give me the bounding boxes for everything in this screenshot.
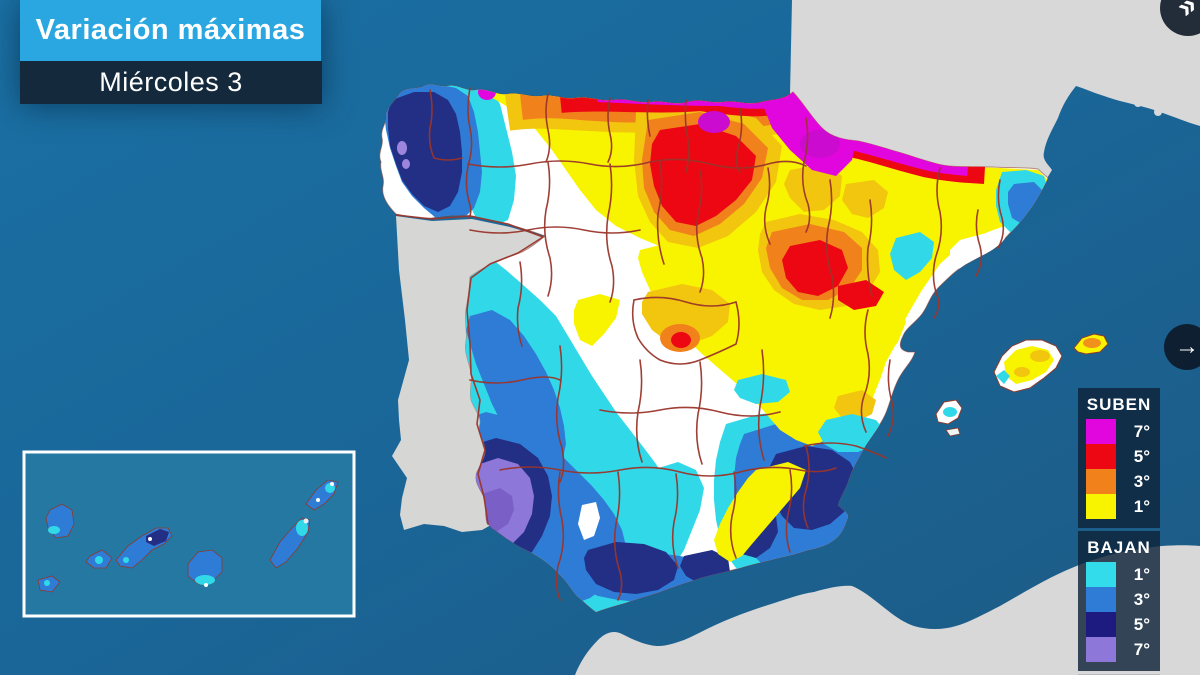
legend-label-suben-3: 3° <box>1133 471 1150 491</box>
legend: SUBEN 7° 5° 3° 1° BAJAN 1° <box>1078 388 1160 675</box>
legend-swatch-suben-3 <box>1086 469 1116 494</box>
legend-swatch-bajan-3 <box>1086 587 1116 612</box>
legend-suben-title: SUBEN <box>1086 395 1152 414</box>
balearic-islands <box>935 333 1109 437</box>
legend-swatch-suben-5 <box>1086 444 1116 469</box>
legend-swatch-suben-7 <box>1086 419 1116 444</box>
map-date-bar: Miércoles 3 <box>20 61 322 104</box>
map-title: Variación máximas <box>35 14 306 46</box>
legend-row: 1° <box>1086 562 1152 587</box>
portugal-landmass <box>392 216 545 532</box>
canary-islands-inset <box>22 450 356 618</box>
map-title-bar: Variación máximas <box>20 0 321 61</box>
double-chevron-right-icon: » <box>1169 0 1200 25</box>
legend-row: 5° <box>1086 612 1152 637</box>
legend-label-bajan-5: 5° <box>1133 614 1150 634</box>
legend-swatch-bajan-7 <box>1086 637 1116 662</box>
legend-label-suben-7: 7° <box>1133 421 1150 441</box>
legend-label-bajan-1: 1° <box>1133 564 1150 584</box>
header: Variación máximas Miércoles 3 <box>20 0 322 104</box>
legend-bajan-panel: BAJAN 1° 3° 5° 7° <box>1078 531 1160 671</box>
legend-swatch-bajan-1 <box>1086 562 1116 587</box>
legend-swatch-suben-1 <box>1086 494 1116 519</box>
legend-label-suben-5: 5° <box>1133 446 1150 466</box>
legend-row: 5° <box>1086 444 1152 469</box>
legend-row: 1° <box>1086 494 1152 519</box>
legend-row: 3° <box>1086 587 1152 612</box>
africa-landmass <box>575 545 1200 675</box>
legend-row: 7° <box>1086 419 1152 444</box>
france-landmass <box>790 0 1200 180</box>
legend-label-bajan-3: 3° <box>1133 589 1150 609</box>
legend-row: 7° <box>1086 637 1152 662</box>
legend-label-suben-1: 1° <box>1133 496 1150 516</box>
next-map-button[interactable]: → <box>1164 324 1200 370</box>
map-date: Miércoles 3 <box>99 67 243 97</box>
legend-row: 3° <box>1086 469 1152 494</box>
legend-bajan-title: BAJAN <box>1087 538 1151 557</box>
legend-label-bajan-7: 7° <box>1133 639 1150 659</box>
arrow-right-icon: → <box>1175 333 1199 360</box>
legend-suben-panel: SUBEN 7° 5° 3° 1° <box>1078 388 1160 528</box>
province-borders <box>395 87 1005 601</box>
legend-swatch-bajan-5 <box>1086 612 1116 637</box>
